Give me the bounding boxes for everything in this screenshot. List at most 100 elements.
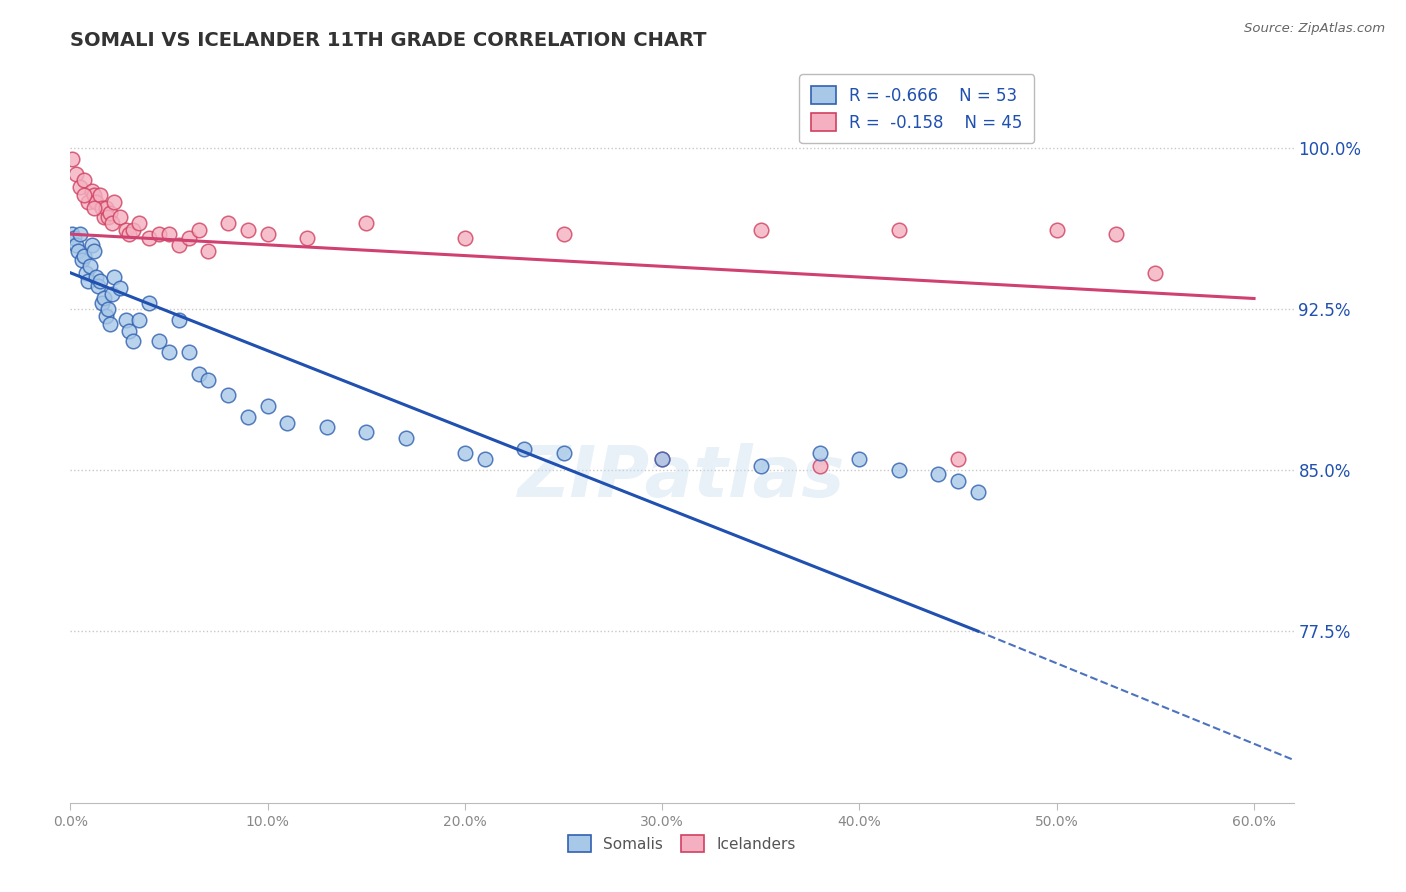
Point — [187, 367, 209, 381]
Point — [553, 446, 575, 460]
Point — [97, 302, 120, 317]
Point — [1105, 227, 1128, 241]
Point — [118, 227, 141, 241]
Point — [1046, 223, 1069, 237]
Point — [103, 270, 125, 285]
Text: ZIPatlas: ZIPatlas — [519, 442, 845, 511]
Point — [90, 295, 112, 310]
Point — [65, 167, 87, 181]
Point — [60, 152, 83, 166]
Point — [354, 216, 377, 230]
Point — [77, 274, 100, 288]
Point — [887, 463, 910, 477]
Point — [80, 237, 103, 252]
Point — [70, 252, 93, 267]
Point — [513, 442, 536, 456]
Point — [63, 231, 86, 245]
Point — [167, 313, 190, 327]
Point — [128, 216, 150, 230]
Point — [946, 474, 969, 488]
Text: Source: ZipAtlas.com: Source: ZipAtlas.com — [1244, 22, 1385, 36]
Point — [94, 202, 117, 216]
Point — [157, 345, 180, 359]
Point — [98, 318, 121, 332]
Point — [256, 227, 278, 241]
Point — [454, 231, 477, 245]
Point — [808, 446, 831, 460]
Point — [79, 260, 101, 274]
Point — [177, 345, 200, 359]
Point — [157, 227, 180, 241]
Point — [103, 194, 125, 209]
Point — [167, 237, 190, 252]
Text: SOMALI VS ICELANDER 11TH GRADE CORRELATION CHART: SOMALI VS ICELANDER 11TH GRADE CORRELATI… — [70, 30, 707, 50]
Point — [69, 227, 91, 241]
Point — [236, 409, 259, 424]
Point — [138, 295, 160, 310]
Point — [1144, 266, 1167, 280]
Point — [93, 292, 115, 306]
Point — [83, 202, 105, 216]
Point — [177, 231, 200, 245]
Point — [651, 452, 673, 467]
Point — [256, 399, 278, 413]
Point — [89, 188, 111, 202]
Point — [236, 223, 259, 237]
Point — [114, 223, 136, 237]
Point — [749, 223, 772, 237]
Point — [553, 227, 575, 241]
Point — [927, 467, 949, 482]
Legend: Somalis, Icelanders: Somalis, Icelanders — [562, 830, 801, 858]
Point — [395, 431, 418, 445]
Point — [83, 188, 105, 202]
Point — [84, 270, 107, 285]
Point — [217, 216, 239, 230]
Point — [848, 452, 870, 467]
Point — [128, 313, 150, 327]
Point — [187, 223, 209, 237]
Point — [946, 452, 969, 467]
Point — [100, 216, 122, 230]
Point — [67, 244, 90, 259]
Point — [148, 227, 170, 241]
Point — [118, 324, 141, 338]
Point — [197, 373, 219, 387]
Point — [73, 188, 96, 202]
Point — [808, 458, 831, 473]
Point — [73, 249, 96, 263]
Point — [197, 244, 219, 259]
Point — [84, 194, 107, 209]
Point — [148, 334, 170, 349]
Point — [138, 231, 160, 245]
Point — [69, 180, 91, 194]
Point — [100, 287, 122, 301]
Point — [966, 484, 988, 499]
Point — [65, 237, 87, 252]
Point — [108, 210, 131, 224]
Point — [77, 194, 100, 209]
Point — [60, 227, 83, 241]
Point — [122, 334, 145, 349]
Point — [887, 223, 910, 237]
Point — [276, 416, 298, 430]
Point — [114, 313, 136, 327]
Point — [80, 184, 103, 198]
Point — [73, 173, 96, 187]
Point — [89, 274, 111, 288]
Point — [87, 278, 110, 293]
Point — [75, 266, 97, 280]
Point — [122, 223, 145, 237]
Point — [94, 309, 117, 323]
Point — [98, 205, 121, 219]
Point — [97, 210, 120, 224]
Point — [83, 244, 105, 259]
Point — [315, 420, 337, 434]
Point — [295, 231, 318, 245]
Point — [651, 452, 673, 467]
Point — [93, 210, 115, 224]
Point — [474, 452, 496, 467]
Point — [454, 446, 477, 460]
Point — [749, 458, 772, 473]
Point — [90, 202, 112, 216]
Point — [217, 388, 239, 402]
